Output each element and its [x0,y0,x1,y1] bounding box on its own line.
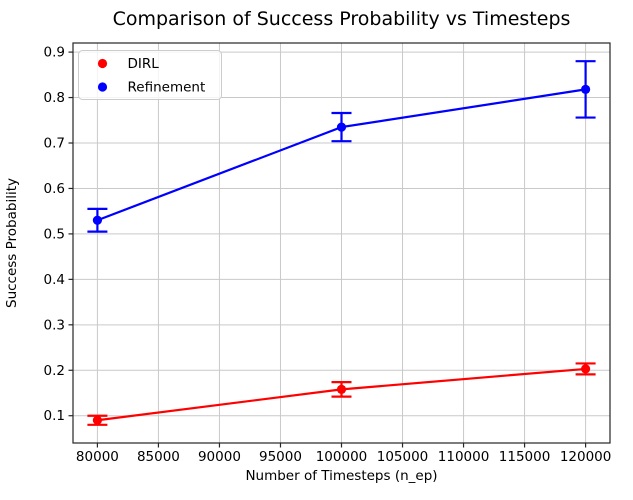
x-tick-label: 90000 [198,449,241,465]
data-point-dirl [336,384,347,394]
x-tick-label: 105000 [377,449,429,465]
y-tick-label: 0.8 [44,90,65,106]
legend-box [78,50,222,100]
x-tick-label: 95000 [259,449,302,465]
y-tick-label: 0.5 [44,226,65,242]
data-point-refinement [580,84,591,94]
data-point-refinement [92,215,103,225]
y-axis-label: Success Probability [4,178,20,308]
x-tick-label: 85000 [137,449,180,465]
x-tick-label: 110000 [438,449,490,465]
gridlines [73,43,610,443]
tick-layer: 80000 85000 90000 95000 100000 105000 110000 11… [44,45,612,465]
chart-title: Comparison of Success Probability vs Tim… [113,8,571,30]
y-tick-label: 0.2 [44,363,65,379]
series-layer [87,60,596,426]
y-tick-label: 0.6 [44,181,65,197]
x-axis-label: Number of Timesteps (n_ep) [245,468,437,484]
legend-swatch-refinement [97,82,108,92]
y-tick-label: 0.9 [44,45,65,61]
data-point-refinement [336,122,347,132]
legend-label-refinement: Refinement [128,80,206,96]
legend: DIRL Refinement [78,50,222,100]
y-tick-label: 0.4 [44,272,65,288]
x-tick-label: 100000 [316,449,368,465]
y-tick-label: 0.3 [44,317,65,333]
y-tick-label: 0.7 [44,136,65,152]
x-tick-label: 80000 [76,449,119,465]
legend-swatch-dirl [97,58,108,69]
x-tick-label: 120000 [560,449,612,465]
x-tick-label: 115000 [499,449,551,465]
y-tick-label: 0.1 [44,408,65,424]
legend-label-dirl: DIRL [128,56,160,72]
data-point-dirl [580,364,591,374]
data-point-dirl [92,415,103,425]
